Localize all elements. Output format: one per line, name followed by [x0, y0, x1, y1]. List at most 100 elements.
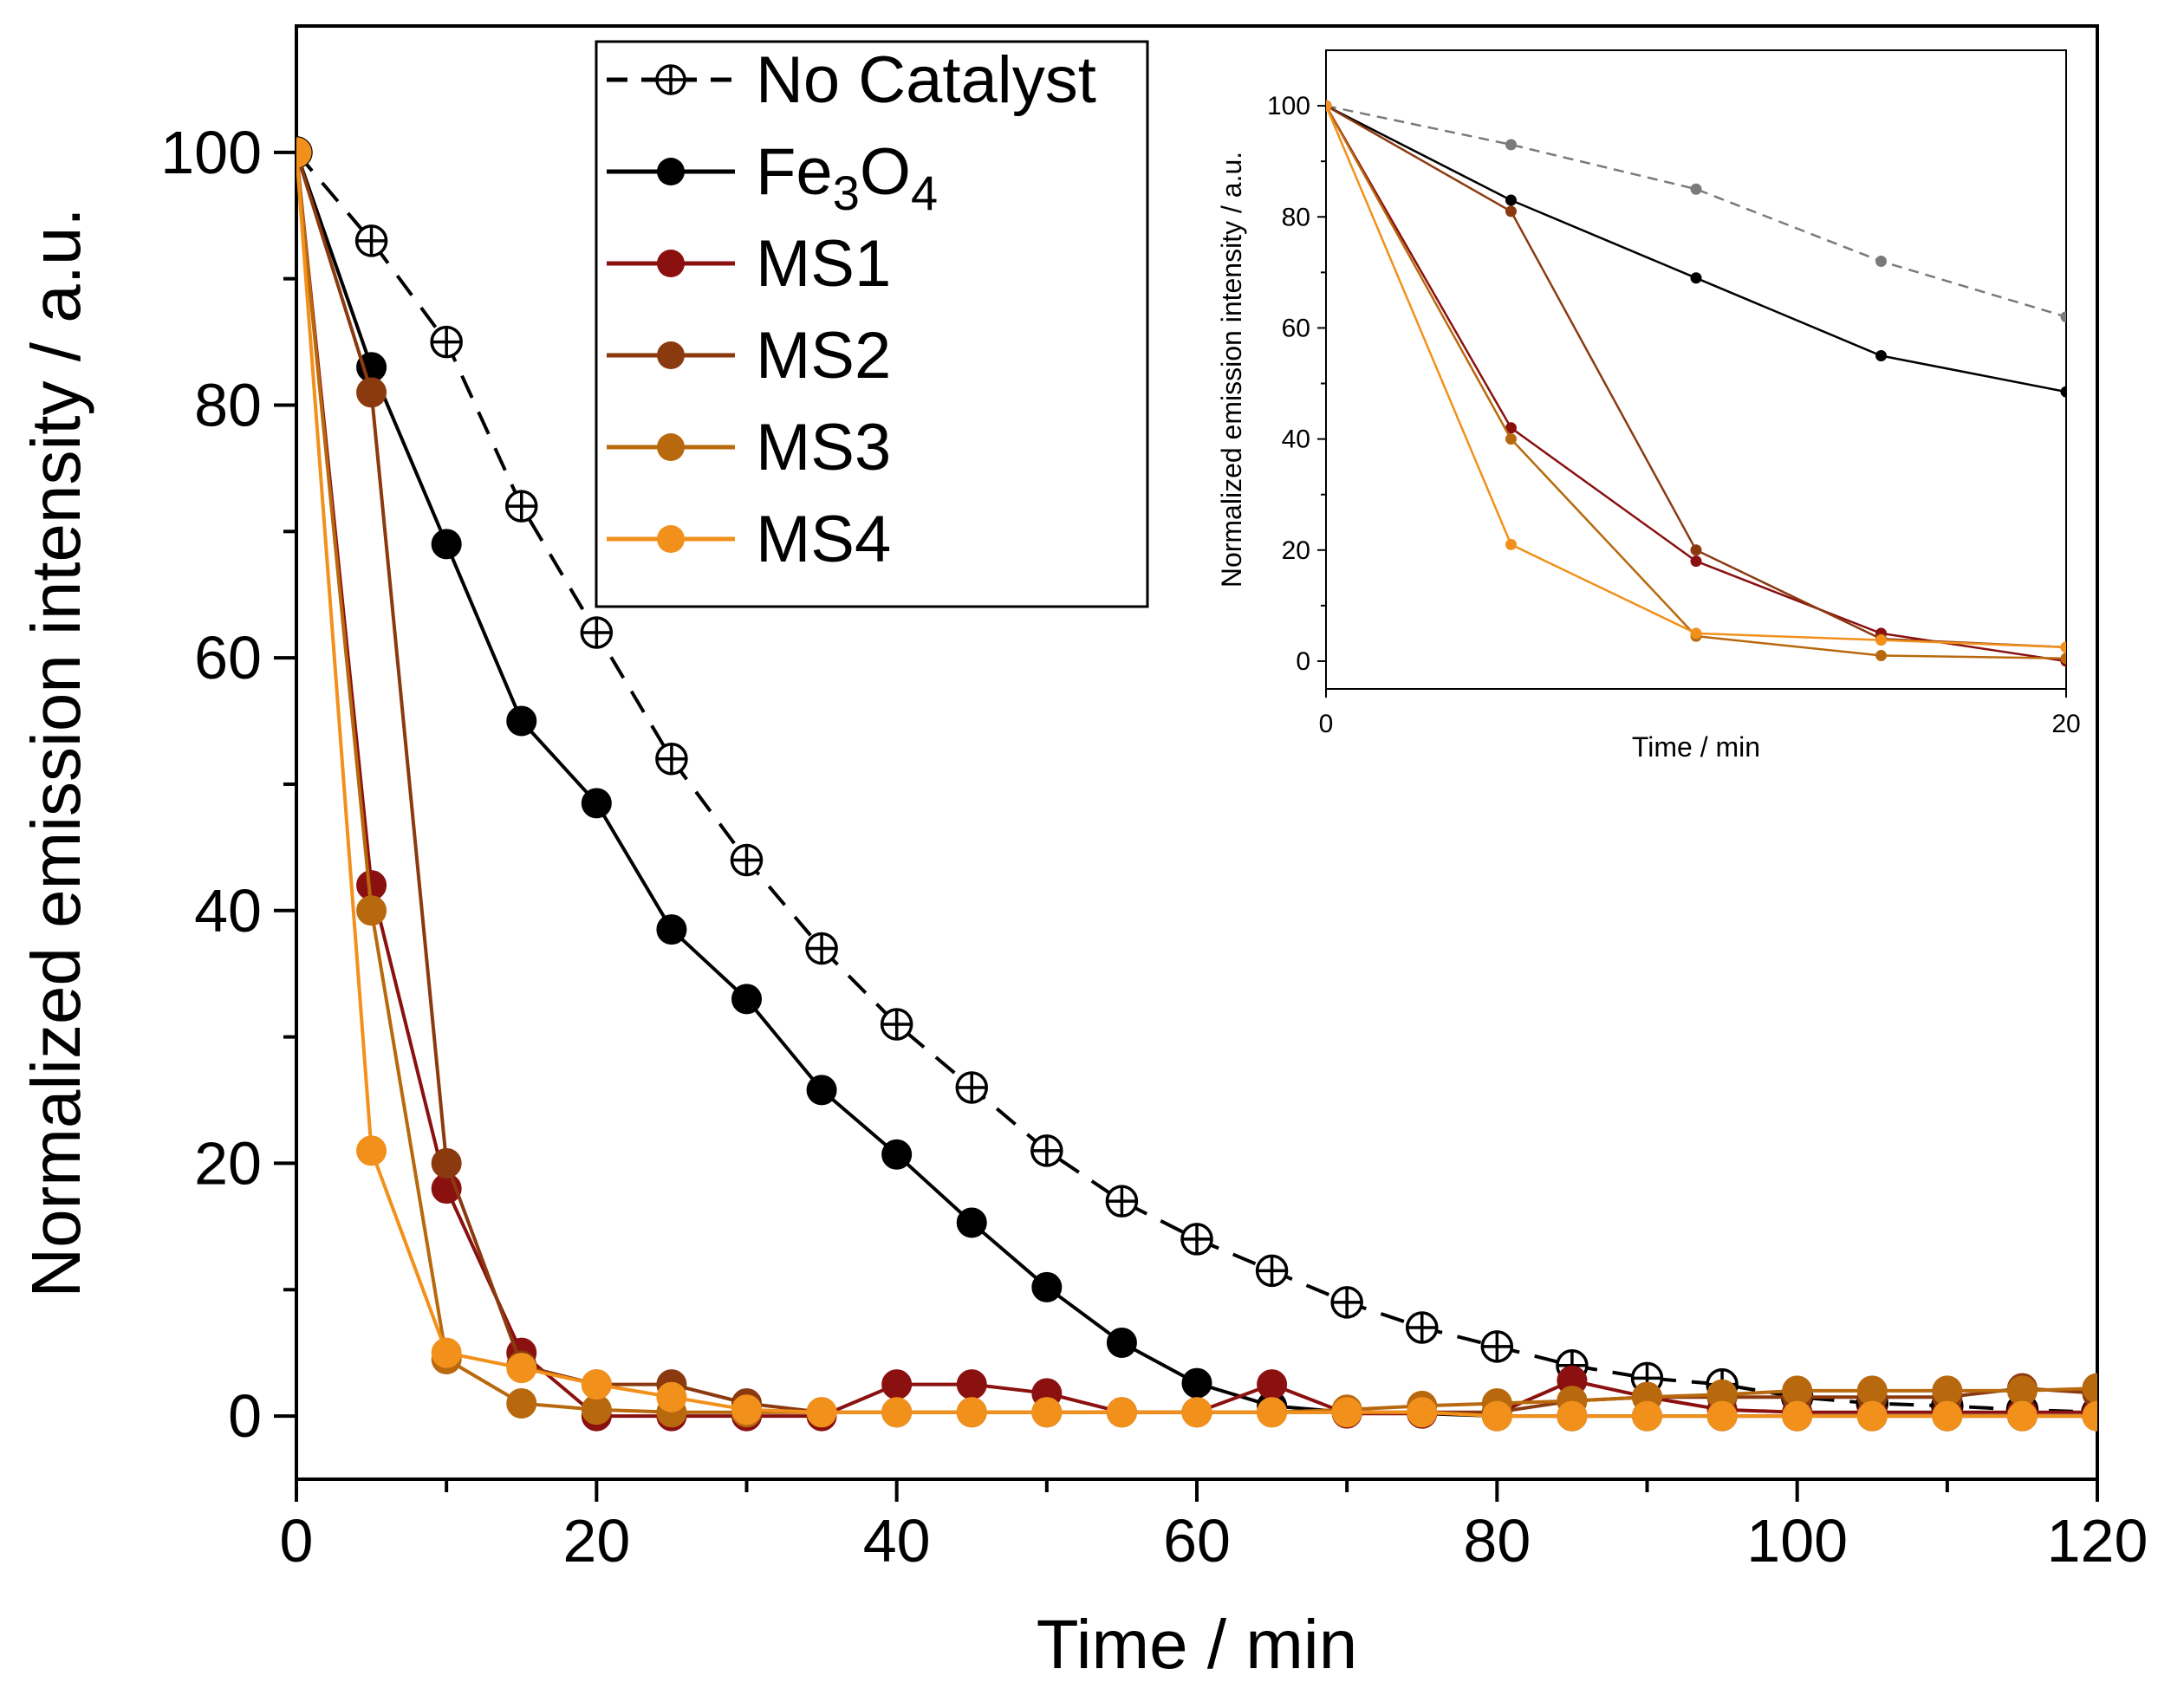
x-tick-label: 120 [2047, 1507, 2148, 1575]
legend-marker [657, 341, 685, 369]
point-ms4 [356, 1135, 387, 1166]
point-fe3o4 [956, 1207, 987, 1238]
y-tick-label: 20 [194, 1129, 262, 1197]
x-tick-label: 0 [280, 1507, 314, 1575]
inset-point-ms1 [1690, 555, 1702, 568]
inset-point-fe3o4 [1505, 194, 1517, 206]
point-ms3 [506, 1388, 537, 1419]
point-ms4 [2006, 1400, 2038, 1432]
y-tick-label: 80 [194, 371, 262, 438]
inset-x-tick-label: 20 [2051, 710, 2080, 738]
x-tick-label: 20 [562, 1507, 630, 1575]
point-ms4 [581, 1369, 612, 1400]
y-axis-title: Normalized emission intensity / a.u. [17, 207, 94, 1297]
inset-point-ms2 [1690, 544, 1702, 556]
inset-x-tick-label: 0 [1319, 710, 1334, 738]
point-ms4 [2082, 1400, 2097, 1432]
plot-frame [295, 24, 2099, 1481]
legend-entry-ms4: MS4 [607, 503, 891, 576]
inset-point-no-catalyst [1690, 183, 1702, 195]
legend-label: MS1 [756, 227, 891, 301]
point-ms4 [1856, 1400, 1888, 1432]
point-no-catalyst [880, 1008, 913, 1041]
legend-entry-ms3: MS3 [607, 411, 891, 484]
inset-point-fe3o4 [1690, 272, 1702, 284]
x-tick-label: 80 [1463, 1507, 1531, 1575]
inset-point-fe3o4 [2060, 386, 2066, 398]
point-ms4 [1932, 1400, 1963, 1432]
main-plot: 0 20 40 60 80 100 120 0 20 40 60 80 100 Time / min Nor… [17, 24, 2148, 1683]
point-ms3 [356, 895, 387, 926]
point-ms4 [656, 1381, 687, 1413]
point-fe3o4 [581, 788, 612, 819]
legend-label: Fe3O4 [756, 135, 938, 220]
point-ms4 [731, 1394, 762, 1425]
inset-series-ms2 [1326, 100, 2066, 653]
inset-series-no-catalyst [1326, 100, 2066, 323]
inset-point-ms4 [2060, 641, 2066, 653]
legend-marker [657, 158, 685, 185]
inset-point-ms4 [1505, 538, 1517, 550]
inset-point-no-catalyst [2060, 311, 2066, 323]
inset-y-tick-label: 40 [1282, 425, 1310, 454]
x-tick-label: 60 [1163, 1507, 1231, 1575]
inset-y-tick-label: 80 [1282, 203, 1310, 231]
point-ms4 [881, 1397, 913, 1428]
point-ms1 [881, 1369, 913, 1400]
legend-entry-ms2: MS2 [607, 319, 891, 393]
point-no-catalyst [955, 1071, 988, 1104]
inset-point-ms2 [1505, 205, 1517, 218]
inset-y-tick-label: 60 [1282, 314, 1310, 342]
inset-point-fe3o4 [1875, 349, 1887, 361]
point-no-catalyst [1180, 1223, 1213, 1256]
y-tick-label: 100 [160, 119, 262, 186]
point-ms4 [1706, 1400, 1738, 1432]
legend-marker [657, 250, 685, 277]
point-ms4 [296, 137, 312, 168]
point-no-catalyst [1030, 1134, 1063, 1167]
point-ms4 [1106, 1397, 1137, 1428]
inset-point-ms3 [2060, 653, 2066, 665]
inset-y-tick-label: 0 [1296, 647, 1310, 676]
inset-x-axis-title: Time / min [1632, 731, 1760, 763]
inset-point-ms4 [1326, 100, 1332, 112]
x-tick-label: 40 [863, 1507, 931, 1575]
point-no-catalyst [655, 743, 688, 776]
point-fe3o4 [881, 1139, 913, 1170]
point-fe3o4 [1106, 1328, 1137, 1359]
legend-label: No Catalyst [756, 43, 1096, 117]
series-no-catalyst [296, 136, 2097, 1429]
legend-entry-fe3o4: Fe3O4 [607, 135, 938, 220]
inset-point-ms3 [1875, 650, 1887, 662]
legend-marker [657, 433, 685, 461]
x-axis-title: Time / min [1037, 1606, 1357, 1683]
point-ms2 [431, 1147, 462, 1179]
inset-series-ms4 [1326, 100, 2066, 653]
y-tick-label: 40 [194, 877, 262, 945]
point-no-catalyst [1406, 1311, 1439, 1344]
inset-plot: 0 20 0 20 40 60 80 100 Time / min Normalized emis… [1216, 49, 2081, 763]
point-no-catalyst [505, 490, 538, 523]
point-fe3o4 [806, 1075, 837, 1106]
point-ms4 [1407, 1397, 1438, 1428]
point-fe3o4 [1031, 1271, 1063, 1302]
inset-point-no-catalyst [1505, 139, 1517, 151]
point-fe3o4 [431, 529, 462, 560]
point-no-catalyst [430, 325, 463, 359]
inset-series-fe3o4 [1326, 100, 2066, 398]
point-ms3 [2082, 1373, 2097, 1404]
point-no-catalyst [1330, 1286, 1363, 1319]
y-tick-label: 60 [194, 624, 262, 692]
point-ms4 [1257, 1397, 1288, 1428]
point-fe3o4 [731, 984, 762, 1015]
y-tick-label: 0 [228, 1382, 262, 1450]
point-no-catalyst [1255, 1254, 1289, 1288]
inset-point-ms3 [1505, 433, 1517, 445]
legend-entry-ms1: MS1 [607, 227, 891, 301]
point-fe3o4 [506, 705, 537, 737]
inset-y-tick-label: 100 [1267, 92, 1310, 120]
point-ms4 [1031, 1397, 1063, 1428]
point-ms1 [1257, 1369, 1288, 1400]
